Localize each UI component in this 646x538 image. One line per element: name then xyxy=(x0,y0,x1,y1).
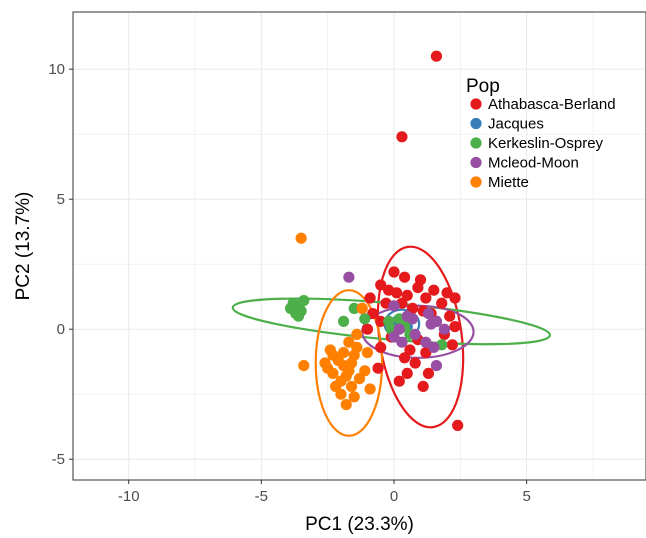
legend-key-kerkeslin-osprey xyxy=(470,137,482,149)
legend-key-mcleod-moon xyxy=(470,156,482,169)
legend-label-miette: Miette xyxy=(488,174,529,191)
athabasca-berland-point xyxy=(446,339,458,351)
mcleod-moon-point xyxy=(430,360,443,372)
mcleod-moon-point xyxy=(409,328,421,340)
athabasca-berland-point xyxy=(391,287,403,299)
mcleod-moon-point xyxy=(343,271,355,283)
legend-key-jacques xyxy=(470,117,482,130)
athabasca-berland-point xyxy=(436,297,448,309)
y-tick-label: -5 xyxy=(52,451,65,468)
mcleod-moon-ellipse xyxy=(361,304,475,359)
legend-title: Pop xyxy=(466,76,500,97)
athabasca-berland-point xyxy=(422,367,435,379)
y-tick-label: 0 xyxy=(57,321,65,338)
athabasca-berland-point xyxy=(449,321,461,333)
x-tick-label: -5 xyxy=(255,488,268,505)
grid-lines xyxy=(73,12,646,480)
athabasca-berland-point xyxy=(412,282,424,294)
athabasca-berland-point xyxy=(361,323,374,335)
athabasca-berland-point xyxy=(398,271,411,283)
y-axis-ticks: -5 0 5 10 xyxy=(48,61,73,468)
athabasca-berland-point xyxy=(367,308,379,320)
athabasca-berland-point xyxy=(401,367,413,379)
miette-point xyxy=(298,360,310,372)
legend-label-kerkeslin-osprey: Kerkeslin-Osprey xyxy=(488,135,604,152)
athabasca-berland-point xyxy=(393,375,405,387)
kerkeslin-osprey-point xyxy=(337,315,350,327)
miette-point xyxy=(351,341,363,353)
mcleod-moon-point xyxy=(420,336,432,348)
athabasca-berland-point xyxy=(409,357,421,369)
mcleod-moon-point xyxy=(396,336,408,348)
legend-key-miette xyxy=(470,176,482,188)
y-axis-title: PC2 (13.7%) xyxy=(13,192,34,301)
x-tick-label: -10 xyxy=(118,488,140,505)
y-tick-label: 5 xyxy=(57,191,65,208)
miette-point xyxy=(340,399,352,411)
x-axis-title: PC1 (23.3%) xyxy=(305,514,414,535)
miette-point xyxy=(343,336,355,348)
athabasca-berland-point xyxy=(388,266,400,278)
athabasca-berland-point xyxy=(452,419,464,431)
mcleod-moon-point xyxy=(388,300,400,312)
legend-label-jacques: Jacques xyxy=(488,116,544,133)
athabasca-berland-point xyxy=(364,292,376,304)
miette-point xyxy=(345,380,358,392)
athabasca-berland-point xyxy=(428,284,440,296)
miette-point xyxy=(335,388,347,400)
miette-point xyxy=(337,347,350,359)
kerkeslin-osprey-point xyxy=(348,302,360,314)
data-points xyxy=(284,50,464,431)
panel-border xyxy=(72,11,646,481)
x-tick-label: 0 xyxy=(390,488,398,505)
mcleod-moon-point xyxy=(406,313,419,325)
miette-point xyxy=(351,328,363,340)
panel-background xyxy=(73,12,646,480)
athabasca-berland-point xyxy=(420,292,432,304)
athabasca-berland-point xyxy=(375,279,387,291)
athabasca-berland-point xyxy=(375,315,387,327)
x-axis-ticks: -10 -5 0 5 xyxy=(118,480,531,505)
kerkeslin-osprey-point xyxy=(292,310,305,322)
athabasca-berland-point xyxy=(444,310,456,322)
mcleod-moon-point xyxy=(428,341,440,353)
miette-point xyxy=(295,232,307,244)
athabasca-berland-point xyxy=(396,131,408,143)
miette-point xyxy=(361,347,374,359)
miette-point xyxy=(327,367,339,379)
miette-ellipse xyxy=(314,289,384,437)
legend-label-mcleod-moon: Mcleod-Moon xyxy=(488,155,579,172)
kerkeslin-osprey-point xyxy=(298,295,310,307)
miette-point xyxy=(319,357,331,369)
mcleod-moon-point xyxy=(422,308,435,320)
mcleod-moon-point xyxy=(438,323,450,335)
legend-label-athabasca-berland: Athabasca-Berland xyxy=(488,96,616,113)
y-tick-label: 10 xyxy=(48,61,65,78)
miette-point xyxy=(348,391,360,403)
mcleod-moon-point xyxy=(393,323,405,335)
miette-point xyxy=(327,349,339,361)
athabasca-berland-point xyxy=(398,352,411,364)
miette-point xyxy=(356,302,368,314)
athabasca-berland-point xyxy=(417,380,429,392)
athabasca-berland-point xyxy=(420,347,432,359)
mcleod-moon-point xyxy=(425,318,437,330)
athabasca-berland-point xyxy=(441,287,453,299)
athabasca-berland-point xyxy=(430,50,443,62)
athabasca-berland-point xyxy=(372,362,384,374)
miette-point xyxy=(364,383,376,395)
legend-key-athabasca-berland xyxy=(470,98,482,110)
legend: Pop Athabasca-Berland Jacques Kerkeslin-Os… xyxy=(466,76,616,191)
athabasca-berland-point xyxy=(449,292,461,304)
miette-point xyxy=(359,365,371,377)
athabasca-berland-point xyxy=(375,341,387,353)
kerkeslin-osprey-point xyxy=(359,313,371,325)
kerkeslin-osprey-point xyxy=(284,302,297,314)
x-tick-label: 5 xyxy=(522,488,530,505)
